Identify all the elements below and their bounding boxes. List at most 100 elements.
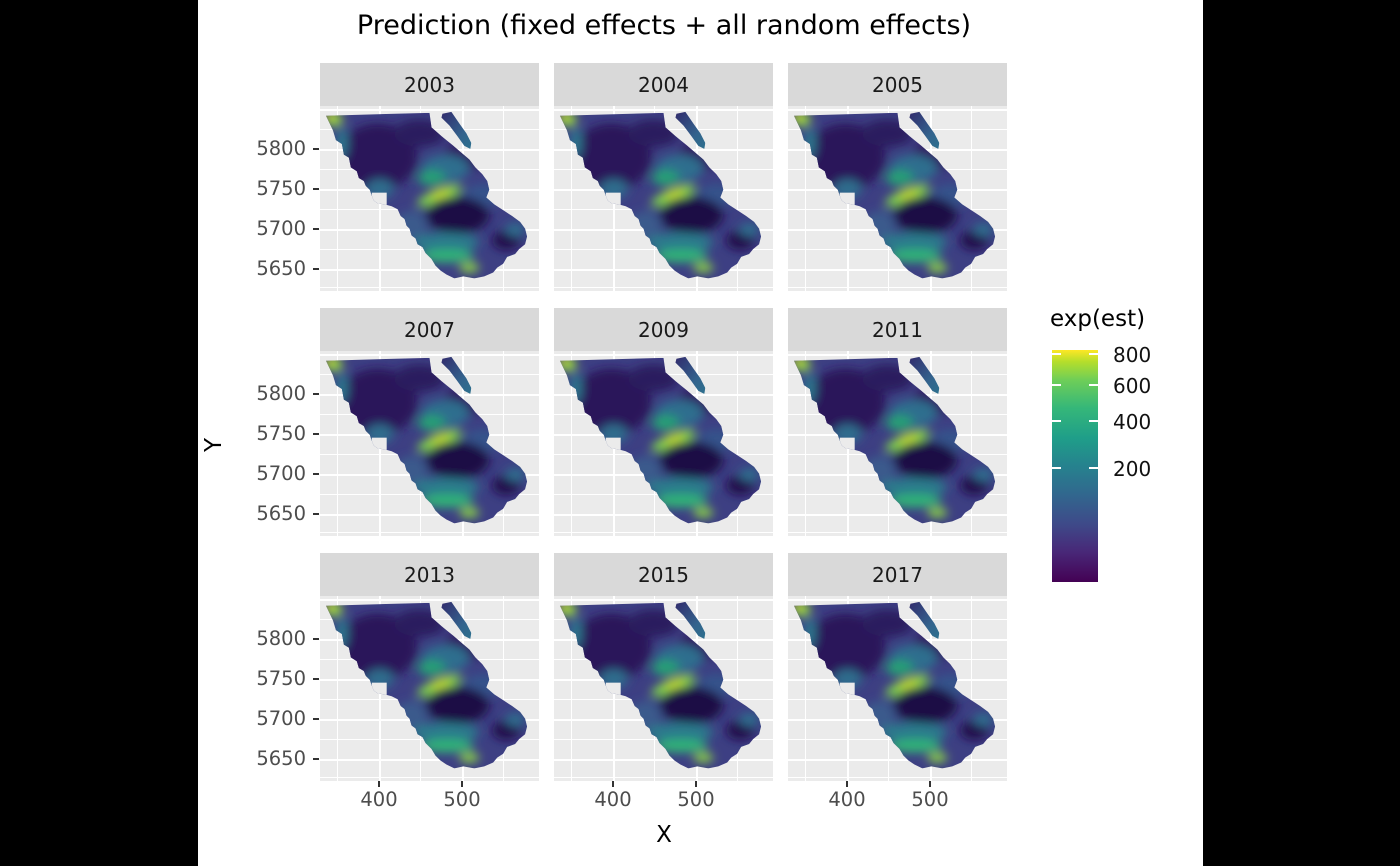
x-tick-label: 500 [443,788,481,811]
prediction-raster-map [554,596,773,781]
facet-panel [788,106,1007,291]
x-tick-label: 400 [360,788,398,811]
x-tick-mark [612,781,615,787]
facet-strip: 2005 [788,63,1007,106]
gridline-major-h [320,269,539,272]
gridline-major-h [554,109,773,112]
facet-panel [320,106,539,291]
y-tick-mark [313,638,319,641]
y-tick-label: 5750 [256,177,306,200]
facet-strip-label: 2004 [638,72,689,97]
y-tick-label: 5800 [256,627,306,650]
colorbar-tick [1089,420,1098,423]
colorbar-tick-label: 800 [1113,343,1152,367]
gridline-minor-v [337,596,339,781]
prediction-raster-map [788,106,1007,291]
y-tick-mark [313,433,319,436]
y-tick-mark [313,228,319,231]
plot-canvas: Prediction (fixed effects + all random e… [198,0,1203,866]
colorbar-tick-label: 200 [1113,457,1152,481]
prediction-raster-map [554,351,773,536]
facet-2007: 2007 [320,308,539,536]
gridline-minor-v [805,106,807,291]
colorbar-tick-label: 400 [1113,410,1152,434]
gridline-minor-h [788,287,1007,289]
y-tick-label: 5700 [256,707,306,730]
facet-strip-label: 2013 [404,562,455,587]
gridline-minor-h [554,532,773,534]
gridline-major-h [788,514,1007,517]
legend-title: exp(est) [1050,306,1146,332]
prediction-raster-map [320,351,539,536]
gridline-minor-v [337,351,339,536]
y-tick-mark [313,268,319,271]
facet-panel [554,106,773,291]
gridline-minor-v [571,106,573,291]
gridline-major-h [554,514,773,517]
gridline-minor-v [503,596,505,781]
facet-strip: 2007 [320,308,539,351]
gridline-major-h [788,354,1007,357]
gridline-major-h [788,599,1007,602]
gridline-minor-h [554,777,773,779]
gridline-major-h [554,354,773,357]
gridline-minor-v [737,351,739,536]
x-tick-mark [695,781,698,787]
facet-strip-label: 2009 [638,317,689,342]
facet-strip: 2004 [554,63,773,106]
y-tick-label: 5650 [256,747,306,770]
facet-2005: 2005 [788,63,1007,291]
gridline-minor-v [503,106,505,291]
colorbar-tick [1089,353,1098,356]
x-tick-mark [846,781,849,787]
x-axis-area: 400 500 400 500 400 500 [198,781,1203,831]
facet-2009: 2009 [554,308,773,536]
colorbar-tick [1089,467,1098,470]
prediction-raster-map [320,596,539,781]
gridline-minor-v [805,596,807,781]
prediction-raster-map [320,106,539,291]
gridline-minor-h [320,287,539,289]
facet-strip: 2017 [788,553,1007,596]
facet-strip: 2003 [320,63,539,106]
x-tick-mark [461,781,464,787]
x-axis-title: X [656,822,672,848]
gridline-minor-v [737,596,739,781]
y-tick-mark [313,473,319,476]
x-tick-label: 500 [911,788,949,811]
facet-panel [320,596,539,781]
colorbar-tick [1089,384,1098,387]
gridline-major-h [788,109,1007,112]
gridline-major-h [554,269,773,272]
facet-strip: 2013 [320,553,539,596]
colorbar-tick [1052,353,1061,356]
x-tick-mark [378,781,381,787]
facet-strip-label: 2007 [404,317,455,342]
gridline-minor-v [971,351,973,536]
x-tick-label: 400 [828,788,866,811]
gridline-major-h [320,109,539,112]
x-tick-mark [929,781,932,787]
y-tick-mark [313,513,319,516]
y-tick-label: 5700 [256,462,306,485]
facet-2015: 2015 [554,553,773,781]
gridline-major-h [554,759,773,762]
y-tick-label: 5800 [256,137,306,160]
facet-strip: 2009 [554,308,773,351]
facet-panel [320,351,539,536]
facet-strip-label: 2017 [872,562,923,587]
y-tick-mark [313,678,319,681]
gridline-minor-v [737,106,739,291]
y-tick-label: 5800 [256,382,306,405]
y-tick-mark [313,148,319,151]
y-tick-label: 5700 [256,217,306,240]
gridline-major-h [788,759,1007,762]
gridline-minor-v [571,351,573,536]
facet-strip-label: 2015 [638,562,689,587]
y-tick-label: 5650 [256,257,306,280]
facet-2003: 2003 [320,63,539,291]
gridline-minor-v [571,596,573,781]
x-tick-label: 400 [594,788,632,811]
gridline-major-h [320,599,539,602]
facet-strip: 2015 [554,553,773,596]
